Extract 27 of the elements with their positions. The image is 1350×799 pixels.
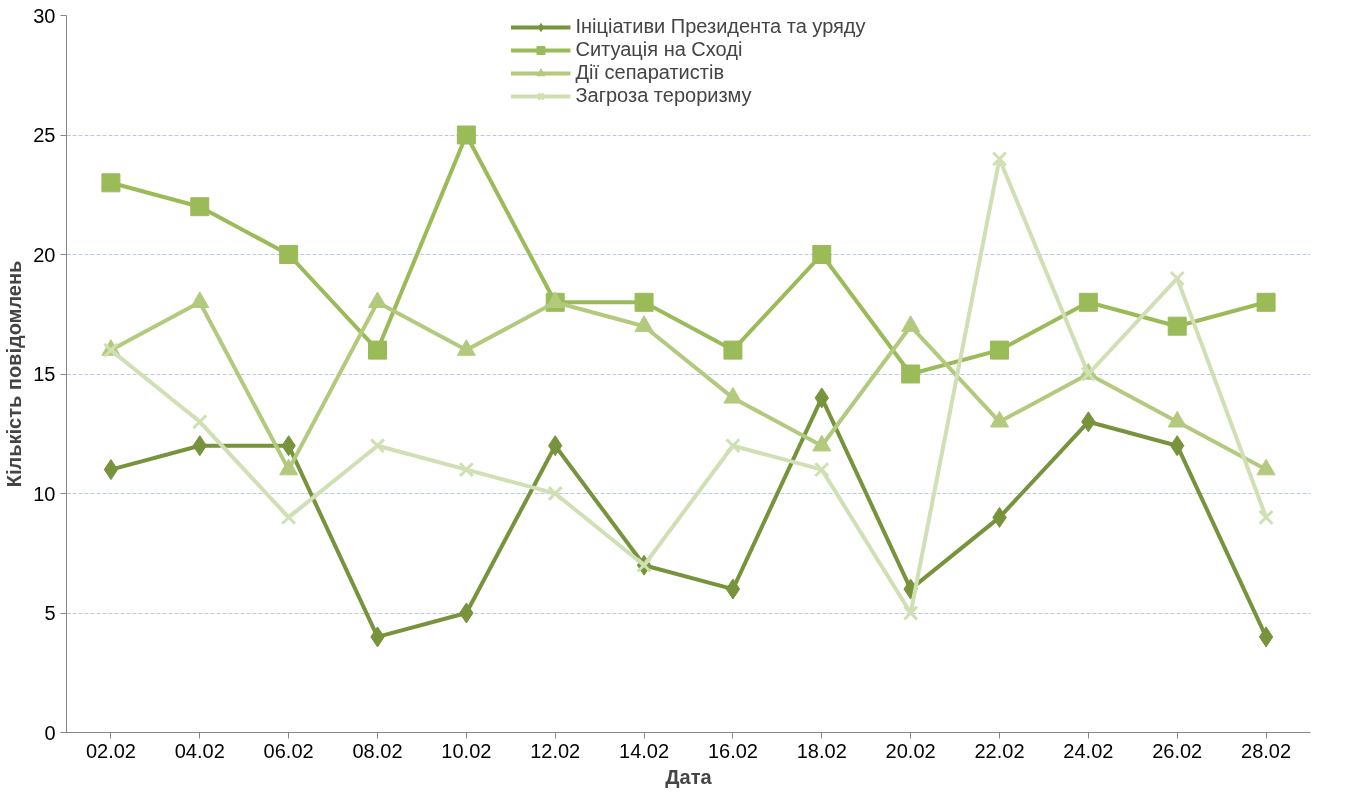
x-axis-title: Дата — [665, 765, 713, 788]
y-tick-label: 5 — [44, 602, 56, 624]
x-tick-label: 18.02 — [796, 739, 847, 762]
legend-label: Загроза тероризму — [575, 84, 752, 107]
x-tick-label: 12.02 — [530, 739, 581, 762]
y-tick-label: 20 — [33, 243, 56, 266]
y-axis-title: Кількість повідомлень — [3, 260, 26, 488]
y-tick-label: 30 — [33, 4, 56, 27]
x-tick-label: 16.02 — [707, 739, 758, 762]
legend-label: Дії сепаратистів — [575, 61, 725, 84]
x-tick-label: 24.02 — [1063, 739, 1114, 762]
x-tick-label: 02.02 — [85, 739, 136, 762]
x-tick-label: 20.02 — [885, 739, 936, 762]
x-tick-label: 22.02 — [974, 739, 1025, 762]
y-tick-label: 25 — [33, 124, 56, 146]
x-tick-label: 14.02 — [619, 739, 670, 762]
x-tick-label: 26.02 — [1152, 739, 1203, 762]
legend-label: Ситуація на Сході — [575, 38, 743, 61]
y-tick-label: 15 — [33, 363, 56, 385]
y-tick-label: 10 — [33, 482, 56, 505]
x-tick-label: 04.02 — [174, 739, 225, 762]
y-tick-label: 0 — [44, 721, 56, 744]
x-tick-label: 06.02 — [263, 739, 314, 762]
x-tick-label: 28.02 — [1241, 739, 1292, 762]
legend-label: Ініціативи Президента та уряду — [575, 15, 866, 38]
x-tick-label: 08.02 — [352, 739, 403, 762]
x-tick-label: 10.02 — [441, 739, 492, 762]
